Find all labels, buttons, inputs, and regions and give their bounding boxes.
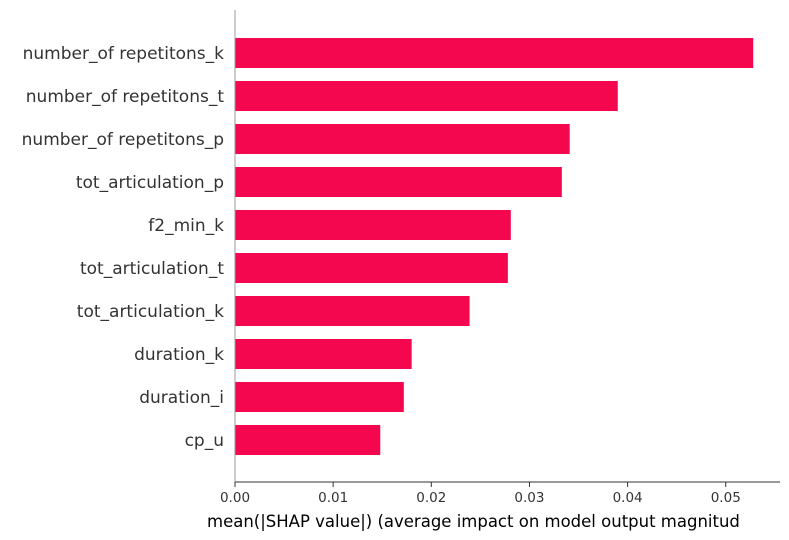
bar-number-of-repetitons-p (235, 124, 570, 154)
category-label: f2_min_k (148, 216, 224, 236)
category-label: tot_articulation_p (76, 173, 224, 193)
category-label: number_of repetitons_t (26, 87, 225, 107)
x-tick-label: 0.04 (613, 490, 643, 506)
bar-tot-articulation-k (235, 296, 470, 326)
x-tick-label: 0.05 (711, 490, 741, 506)
x-tick-label: 0.00 (220, 490, 250, 506)
bar-duration-k (235, 339, 412, 369)
x-ticks: 0.00 0.01 0.02 0.03 0.04 0.05 (220, 482, 741, 506)
category-label: cp_u (185, 431, 224, 451)
bar-duration-i (235, 382, 404, 412)
bar-cp-u (235, 425, 381, 455)
bar-f2-min-k (235, 210, 511, 240)
category-label: duration_k (134, 345, 224, 365)
category-labels: number_of repetitons_k number_of repetito… (22, 44, 225, 451)
bar-number-of-repetitons-k (235, 38, 754, 68)
bar-tot-articulation-p (235, 167, 562, 197)
category-label: number_of repetitons_p (22, 130, 224, 150)
x-axis-label: mean(|SHAP value|) (average impact on mo… (207, 512, 740, 531)
x-tick-label: 0.02 (416, 490, 446, 506)
category-label: duration_i (139, 388, 224, 408)
bar-number-of-repetitons-t (235, 81, 618, 111)
category-label: tot_articulation_t (80, 259, 224, 279)
bars-group (235, 38, 754, 455)
bar-tot-articulation-t (235, 253, 508, 283)
x-tick-label: 0.03 (514, 490, 544, 506)
x-tick-label: 0.01 (318, 490, 348, 506)
category-label: tot_articulation_k (77, 302, 224, 322)
category-label: number_of repetitons_k (23, 44, 225, 64)
